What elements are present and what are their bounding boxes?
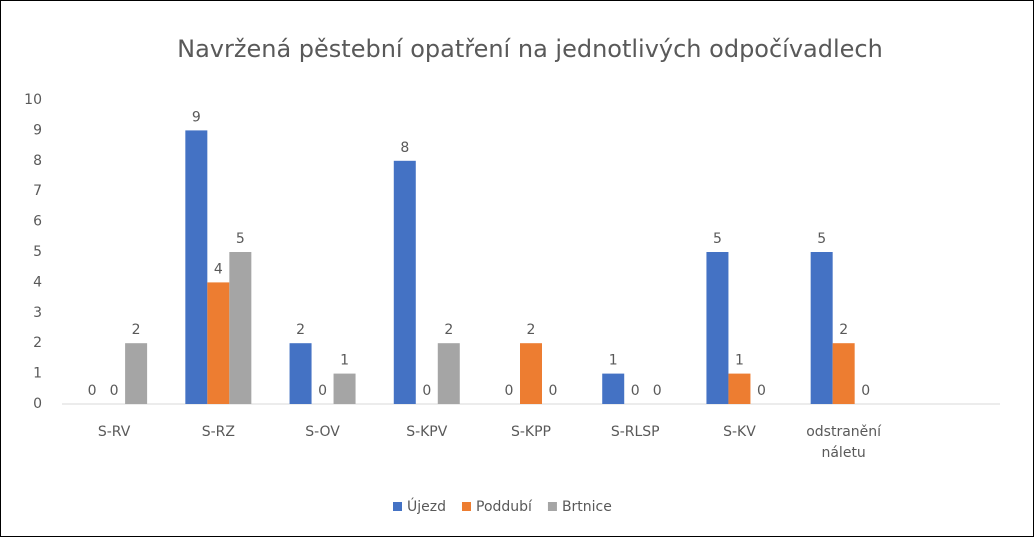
data-label: 4 (214, 261, 223, 277)
legend-label: Poddubí (476, 499, 533, 515)
bar (602, 373, 625, 404)
data-label: 0 (422, 383, 431, 399)
y-tick-label: 10 (24, 92, 42, 108)
bar (393, 160, 416, 404)
data-label: 0 (631, 383, 640, 399)
chart-title: Navržená pěstební opatření na jednotlivý… (177, 35, 883, 63)
data-label: 2 (296, 322, 305, 338)
y-tick-label: 0 (33, 396, 42, 412)
y-tick-label: 6 (33, 214, 42, 230)
data-label: 1 (340, 353, 349, 369)
data-label: 0 (549, 383, 558, 399)
data-label: 2 (527, 322, 536, 338)
data-label: 0 (318, 383, 327, 399)
y-tick-label: 4 (33, 274, 42, 290)
bar (832, 343, 855, 404)
legend-swatch (462, 502, 471, 511)
data-label: 2 (444, 322, 453, 338)
data-label: 1 (735, 353, 744, 369)
legend-label: Újezd (407, 497, 446, 515)
data-label: 0 (757, 383, 766, 399)
bar (125, 343, 148, 404)
bar (229, 252, 252, 404)
x-tick-label: S-RZ (201, 424, 235, 440)
data-label: 5 (236, 231, 245, 247)
y-tick-label: 1 (33, 366, 42, 382)
data-label: 1 (609, 353, 618, 369)
data-label: 8 (400, 140, 409, 156)
data-label: 5 (817, 231, 826, 247)
bar (520, 343, 542, 404)
bar (185, 130, 208, 404)
data-label: 0 (505, 383, 514, 399)
y-tick-label: 2 (33, 335, 42, 351)
legend-swatch (547, 502, 557, 511)
x-tick-label: odstranění náletu (806, 424, 882, 461)
data-label: 2 (839, 322, 848, 338)
bar (728, 373, 751, 404)
y-tick-label: 7 (33, 183, 42, 199)
y-tick-label: 3 (33, 305, 42, 321)
data-label: 0 (861, 383, 870, 399)
y-tick-label: 9 (33, 122, 42, 138)
bar (333, 373, 356, 404)
x-tick-label: S-KPV (406, 424, 448, 440)
x-tick-label: S-KPP (510, 424, 551, 440)
x-tick-label: S-RLSP (610, 424, 660, 440)
legend-swatch (393, 502, 402, 511)
bar (706, 252, 729, 404)
bar (810, 252, 833, 404)
bar (289, 343, 312, 404)
data-label: 2 (132, 322, 141, 338)
data-label: 9 (192, 109, 201, 125)
data-label: 0 (653, 383, 662, 399)
x-tick-label: S-RV (97, 424, 131, 440)
y-tick-label: 8 (33, 153, 42, 169)
bar (207, 282, 230, 404)
data-label: 0 (110, 383, 119, 399)
x-tick-label: S-KV (723, 424, 756, 440)
legend-label: Brtnice (562, 499, 612, 515)
bar (437, 343, 460, 404)
x-tick-label: S-OV (305, 424, 340, 440)
data-label: 0 (88, 383, 97, 399)
data-label: 5 (713, 231, 722, 247)
y-tick-label: 5 (33, 244, 42, 260)
